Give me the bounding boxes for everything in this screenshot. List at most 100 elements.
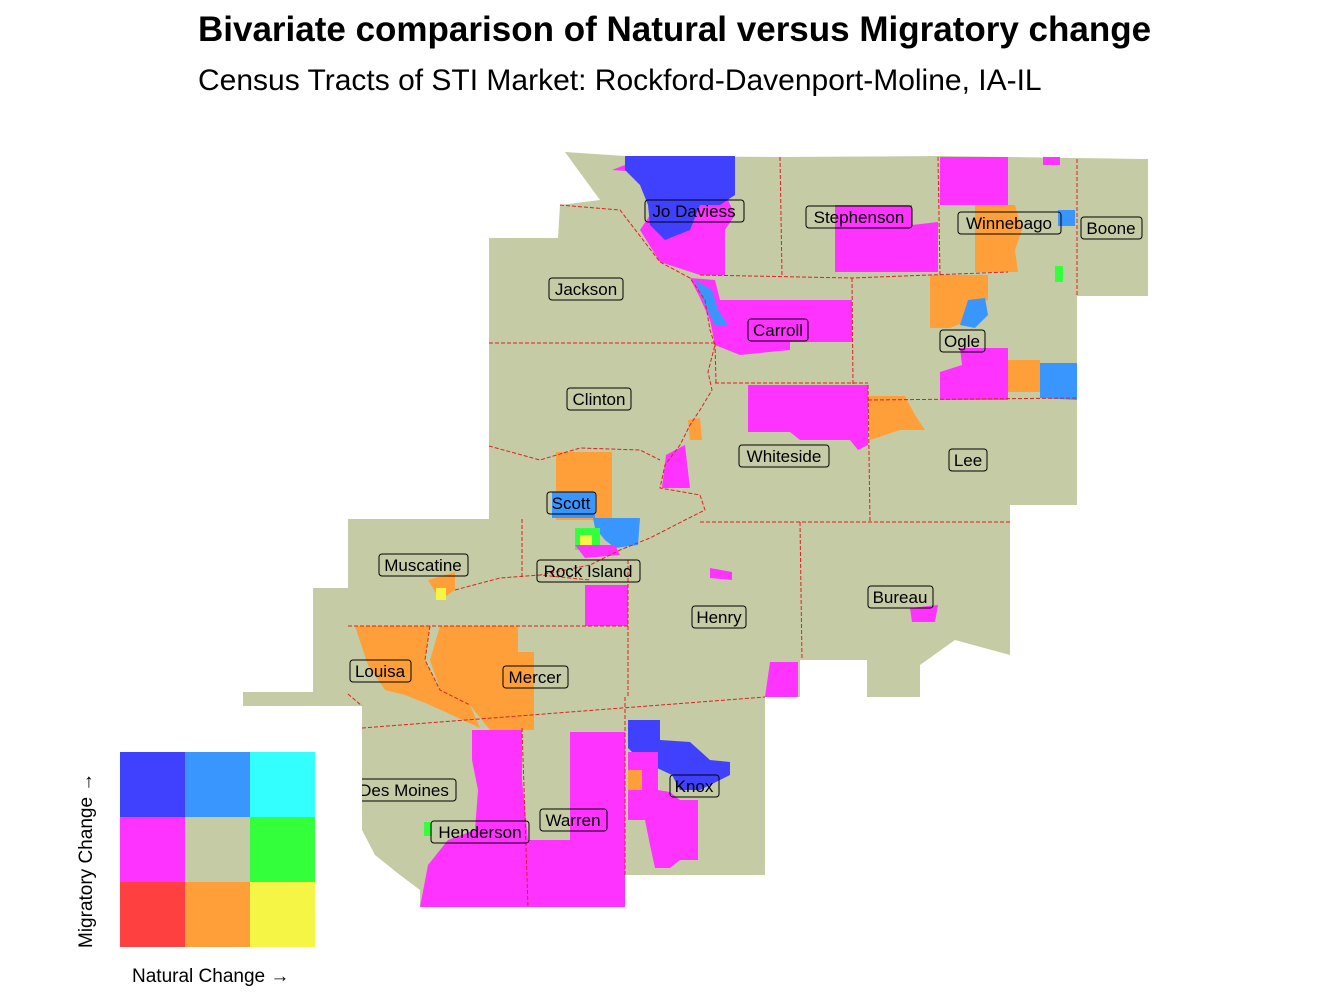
county-label-text: Warren — [545, 811, 600, 830]
county-label-text: Clinton — [573, 390, 626, 409]
tract-ogle-orange — [1008, 360, 1040, 392]
legend-cell — [185, 882, 250, 947]
tract-henderson — [420, 730, 528, 907]
tract-rockisland-urban — [575, 545, 620, 558]
tract-winnebago-green — [1055, 266, 1063, 282]
boundary-stephenson-winnebago — [937, 156, 941, 276]
legend-cell — [120, 752, 185, 817]
tract-muscatine — [428, 572, 455, 600]
county-label-louisa: Louisa — [349, 659, 412, 683]
county-label-stephenson: Stephenson — [805, 205, 913, 229]
tract-ogle-blue — [960, 298, 988, 328]
legend-cell — [120, 817, 185, 882]
tract-carroll-river — [695, 280, 728, 325]
county-label-ogle: Ogle — [939, 329, 986, 353]
tract-knox-north — [628, 720, 730, 790]
tract-shapes — [355, 156, 1077, 907]
county-label-text: Ogle — [944, 332, 980, 351]
bivariate-legend — [120, 752, 317, 948]
county-label-text: Whiteside — [747, 447, 822, 466]
county-label-text: Boone — [1086, 219, 1135, 238]
county-label-knox: Knox — [669, 774, 720, 798]
county-label-text: Mercer — [509, 668, 562, 687]
county-label-henry: Henry — [691, 605, 747, 629]
tract-knox-mid — [628, 752, 698, 868]
county-label-henderson: Henderson — [430, 820, 530, 844]
tract-whiteside-north — [748, 385, 868, 450]
tract-carroll — [690, 278, 852, 355]
legend-x-axis-label: Natural Change → — [132, 966, 290, 987]
tract-bureau — [910, 605, 938, 622]
boundary-louisa-mercer — [424, 625, 471, 706]
legend-grid — [120, 752, 317, 947]
boundary-jodaviess-stephenson — [779, 156, 783, 276]
tract-ogle-east — [1040, 363, 1077, 400]
tract-stephenson — [835, 205, 938, 272]
boundary-mercer-henderson — [361, 696, 766, 729]
tract-winnebago-north — [940, 157, 1008, 205]
county-label-text: Knox — [675, 777, 714, 796]
county-label-winnebago: Winnebago — [957, 211, 1062, 235]
tract-knox-orange — [628, 770, 642, 790]
county-label-boone: Boone — [1080, 216, 1143, 240]
boundary-jackson-clinton-river — [714, 342, 717, 384]
county-label-bureau: Bureau — [867, 585, 934, 609]
county-label-text: Carroll — [753, 321, 803, 340]
county-label-text: Winnebago — [966, 214, 1052, 233]
tract-ogle-north — [930, 275, 988, 328]
county-label-mercer: Mercer — [502, 665, 569, 689]
tract-henry-south — [765, 662, 798, 697]
tract-ogle-south — [940, 348, 1008, 400]
tract-muscatine-yellow — [436, 588, 446, 600]
tract-louisa — [355, 626, 480, 728]
tract-mercer — [430, 626, 534, 730]
tract-scott-blue — [552, 492, 595, 518]
boundary-clinton-scott — [488, 445, 661, 461]
county-label-text: Lee — [954, 451, 982, 470]
tract-henry-north — [710, 568, 732, 580]
tract-lee-west — [868, 396, 925, 440]
county-label-rock-island: Rock Island — [536, 559, 641, 583]
county-label-scott: Scott — [546, 491, 597, 515]
county-label-text: Stephenson — [814, 208, 905, 227]
boundary-henry-bureau — [799, 521, 803, 661]
county-label-whiteside: Whiteside — [738, 444, 830, 468]
tract-scott-blue-2 — [593, 518, 640, 548]
boundary-louisa-desmoines — [347, 693, 363, 707]
county-label-carroll: Carroll — [747, 318, 809, 342]
legend-cell — [120, 882, 185, 947]
tract-henderson-green — [424, 822, 432, 836]
tract-whiteside-river-2 — [688, 418, 702, 440]
legend-cell — [185, 752, 250, 817]
county-label-text: Jackson — [555, 280, 617, 299]
legend-cell — [250, 752, 315, 817]
legend-cell — [250, 882, 315, 947]
county-label-warren: Warren — [539, 808, 608, 832]
county-label-text: Jo Daviess — [652, 202, 735, 221]
county-label-text: Rock Island — [544, 562, 633, 581]
boundary-ogle-lee — [867, 397, 1078, 401]
county-label-lee: Lee — [948, 448, 988, 472]
tract-whiteside-river — [662, 445, 690, 488]
boundary-whiteside-lee — [867, 384, 871, 523]
tract-winnebago-east — [1058, 210, 1075, 226]
legend-cell — [185, 817, 250, 882]
county-labels: Jo Daviess Stephenson Winnebago Boone Ja… — [349, 199, 1143, 844]
county-label-jackson: Jackson — [548, 277, 624, 301]
map-subtitle: Census Tracts of STI Market: Rockford-Da… — [198, 64, 1042, 97]
tract-rockisland-south — [585, 585, 628, 626]
county-label-text: Scott — [552, 494, 591, 513]
map-title: Bivariate comparison of Natural versus M… — [198, 10, 1152, 49]
county-label-text: Bureau — [873, 588, 928, 607]
county-label-text: Henry — [696, 608, 742, 627]
county-label-jo-daviess: Jo Daviess — [644, 199, 745, 223]
county-label-text: Henderson — [438, 823, 521, 842]
county-label-clinton: Clinton — [566, 387, 632, 411]
county-label-text: Des Moines — [359, 781, 449, 800]
tract-winnebago-west — [975, 205, 1022, 272]
legend-y-axis-label: Migratory Change → — [76, 772, 97, 948]
tract-scott-yellow — [580, 535, 592, 548]
boundary-iowa-illinois-north — [539, 204, 716, 576]
tract-jodaviess-north — [625, 156, 735, 240]
county-label-text: Louisa — [355, 662, 406, 681]
